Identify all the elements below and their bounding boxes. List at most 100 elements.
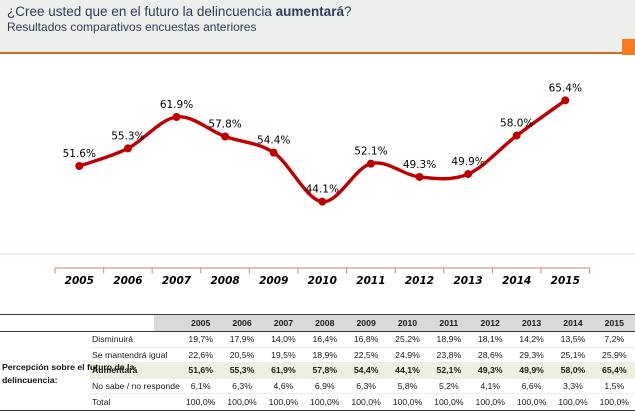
table-cell: 55,3% [221,363,263,379]
table-group-label: Percepción sobre el futuro de la delincu… [2,362,135,385]
year-column-header: 2006 [232,318,252,328]
x-axis-year-label: 2009 [259,275,288,287]
table-cell: 20,5% [221,348,263,364]
data-label-2008: 57.8% [208,119,241,131]
results-table: 2005 2006 2007 2008 2009 2010 2011 2012 2013 2014… [0,314,635,411]
table-cell: 22,5% [345,348,387,364]
table-cell: 6,1% [180,379,222,395]
table-cell: 14,2% [510,332,553,348]
table-cell: 100,0% [268,397,299,408]
data-point-2014 [512,131,521,140]
table-header-border [0,331,635,332]
table-body: Disminuirá 19,7% 17,9% 14,0% 16,4% 16,8% 25,2%… [0,332,635,410]
table-cell: 6,9% [304,379,346,395]
table-cell: 5,2% [428,379,470,395]
table-cell: 18,9% [304,348,346,364]
title-emphasis: aumentará [275,4,344,19]
x-axis-year-label: 2007 [162,275,192,287]
row-label: No sabe / no responde [90,379,180,395]
table-header-row: 2005 2006 2007 2008 2009 2010 2011 2012 2013 2014… [154,315,635,331]
table-cell: 25,1% [552,348,594,364]
data-point-2006 [123,144,132,153]
row-label: Total [92,397,111,408]
data-label-2010: 44.1% [306,184,339,196]
table-cell: 22,6% [180,348,222,364]
data-point-2009 [269,148,278,157]
data-point-2007 [172,113,181,122]
table-cell: 16,8% [345,332,387,348]
table-cell: 100,0% [392,397,423,408]
x-axis-year-label: 2015 [551,275,580,287]
title-question-mark: ? [343,4,352,19]
row-spacer [0,394,90,410]
x-axis-year-label: 2005 [65,275,94,287]
data-label-2009: 54.4% [257,135,290,147]
x-axis-year-label: 2008 [210,275,239,287]
table-cell: 61,9% [262,363,305,379]
year-column-header: 2015 [604,318,624,328]
x-axis-year-label: 2006 [113,275,142,287]
table-cell: 23,8% [428,348,470,364]
table-cell: 24,9% [386,348,429,364]
data-label-2007: 61.9% [160,99,193,111]
table-cell: 100,0% [310,397,340,408]
year-column-header: 2012 [480,318,500,328]
year-column-header: 2010 [397,318,418,328]
x-axis-year-label: 2013 [453,275,482,287]
table-cell: 19,5% [262,348,305,364]
table-row: Se mantendrá igual 22,6% 20,5% 19,5% 18,9% 22… [0,348,635,364]
table-cell: 16,4% [304,332,346,348]
table-cell: 49,3% [469,363,511,379]
table-cell: 14,0% [262,332,305,348]
data-label-2012: 49.3% [403,159,436,171]
table-cell: 100,0% [351,397,381,408]
table-cell: 7,2% [593,332,635,348]
table-cell: 25,2% [386,332,429,348]
page-subtitle: Resultados comparativos encuestas anteri… [7,20,257,34]
year-column-header: 2013 [521,318,542,328]
table-row: Aumentará 51,6% 55,3% 61,9% 57,8% 54,4% 44,1% 5… [0,363,635,379]
table-cell: 54,4% [345,363,387,379]
row-label: Se mantendrá igual [90,348,180,364]
data-label-2013: 49.9% [451,156,484,168]
table-row: Total 100,0% 100,0% 100,0% 100,0% 100,0% 100,0… [0,394,635,410]
data-label-2005: 51.6% [63,148,96,160]
orange-accent-square [622,39,635,55]
data-point-2012 [415,172,424,181]
data-label-2014: 58.0% [500,118,533,130]
year-column-header: 2014 [563,318,583,328]
title-text: ¿Cree usted que en el futuro la delincue… [7,4,276,19]
table-top-border [0,314,635,315]
row-label: Disminuirá [90,332,180,348]
header: ¿Cree usted que en el futuro la delincue… [0,0,635,55]
table-cell: 52,1% [428,363,470,379]
year-column-header: 2005 [191,318,211,328]
data-point-2010 [318,197,327,206]
table-cell: 49,9% [510,363,553,379]
table-cell: 3,3% [552,379,594,395]
data-point-2011 [366,159,375,168]
row-spacer [0,332,90,348]
table-cell: 5,8% [386,379,429,395]
table-cell: 19,7% [180,332,222,348]
line-chart: 2005 2006 2007 2008 2009 2010 2011 2012 2013 2014… [0,82,635,287]
table-cell: 6,6% [510,379,553,395]
x-axis-year-label: 2012 [405,275,434,287]
table-cell: 6,3% [221,379,263,395]
data-point-2005 [75,162,84,170]
data-label-2006: 55.3% [111,130,144,142]
table-cell: 100,0% [475,397,505,408]
table-cell: 100,0% [185,397,216,408]
table-cell: 100,0% [599,397,630,408]
table-cell: 25,9% [593,348,635,364]
x-axis-year-label: 2011 [356,275,385,287]
year-column-header: 2011 [439,318,459,328]
data-label-2015: 65.4% [549,82,582,94]
table-row: No sabe / no responde 6,1% 6,3% 4,6% 6,9% 6,3… [0,379,635,395]
x-axis-year-label: 2014 [502,275,531,287]
table-cell: 100,0% [558,397,588,408]
table-cell: 6,3% [345,379,387,395]
data-point-2008 [221,132,230,141]
table-cell: 18,1% [469,332,511,348]
